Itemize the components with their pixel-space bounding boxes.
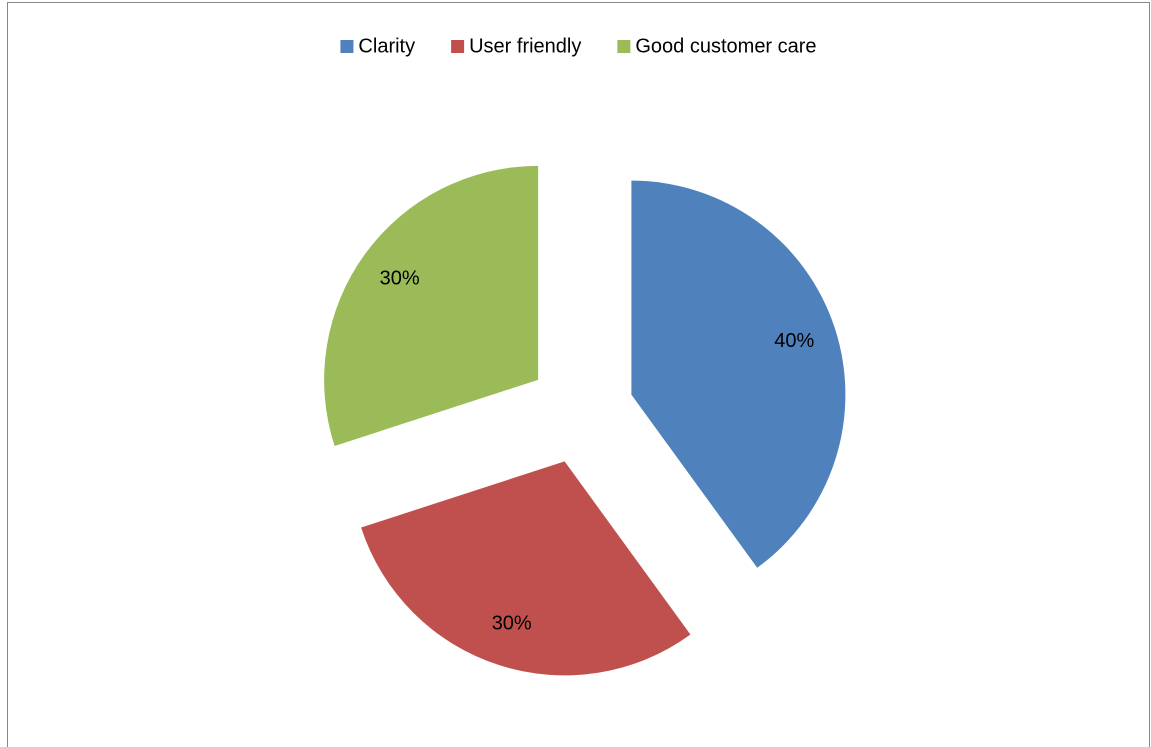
data-label: 30% [492, 613, 532, 635]
legend: Clarity User friendly Good customer care [340, 35, 817, 57]
pie-slice [631, 180, 846, 568]
legend-swatch [451, 40, 465, 53]
pie-slice [324, 165, 539, 446]
legend-label: Clarity [358, 35, 415, 57]
data-label: 30% [380, 267, 420, 289]
pie-slice [361, 461, 691, 676]
legend-swatch [617, 40, 631, 53]
legend-label: User friendly [469, 35, 581, 57]
legend-label: Good customer care [635, 35, 816, 57]
data-label: 40% [774, 330, 814, 352]
legend-swatch [340, 40, 354, 53]
